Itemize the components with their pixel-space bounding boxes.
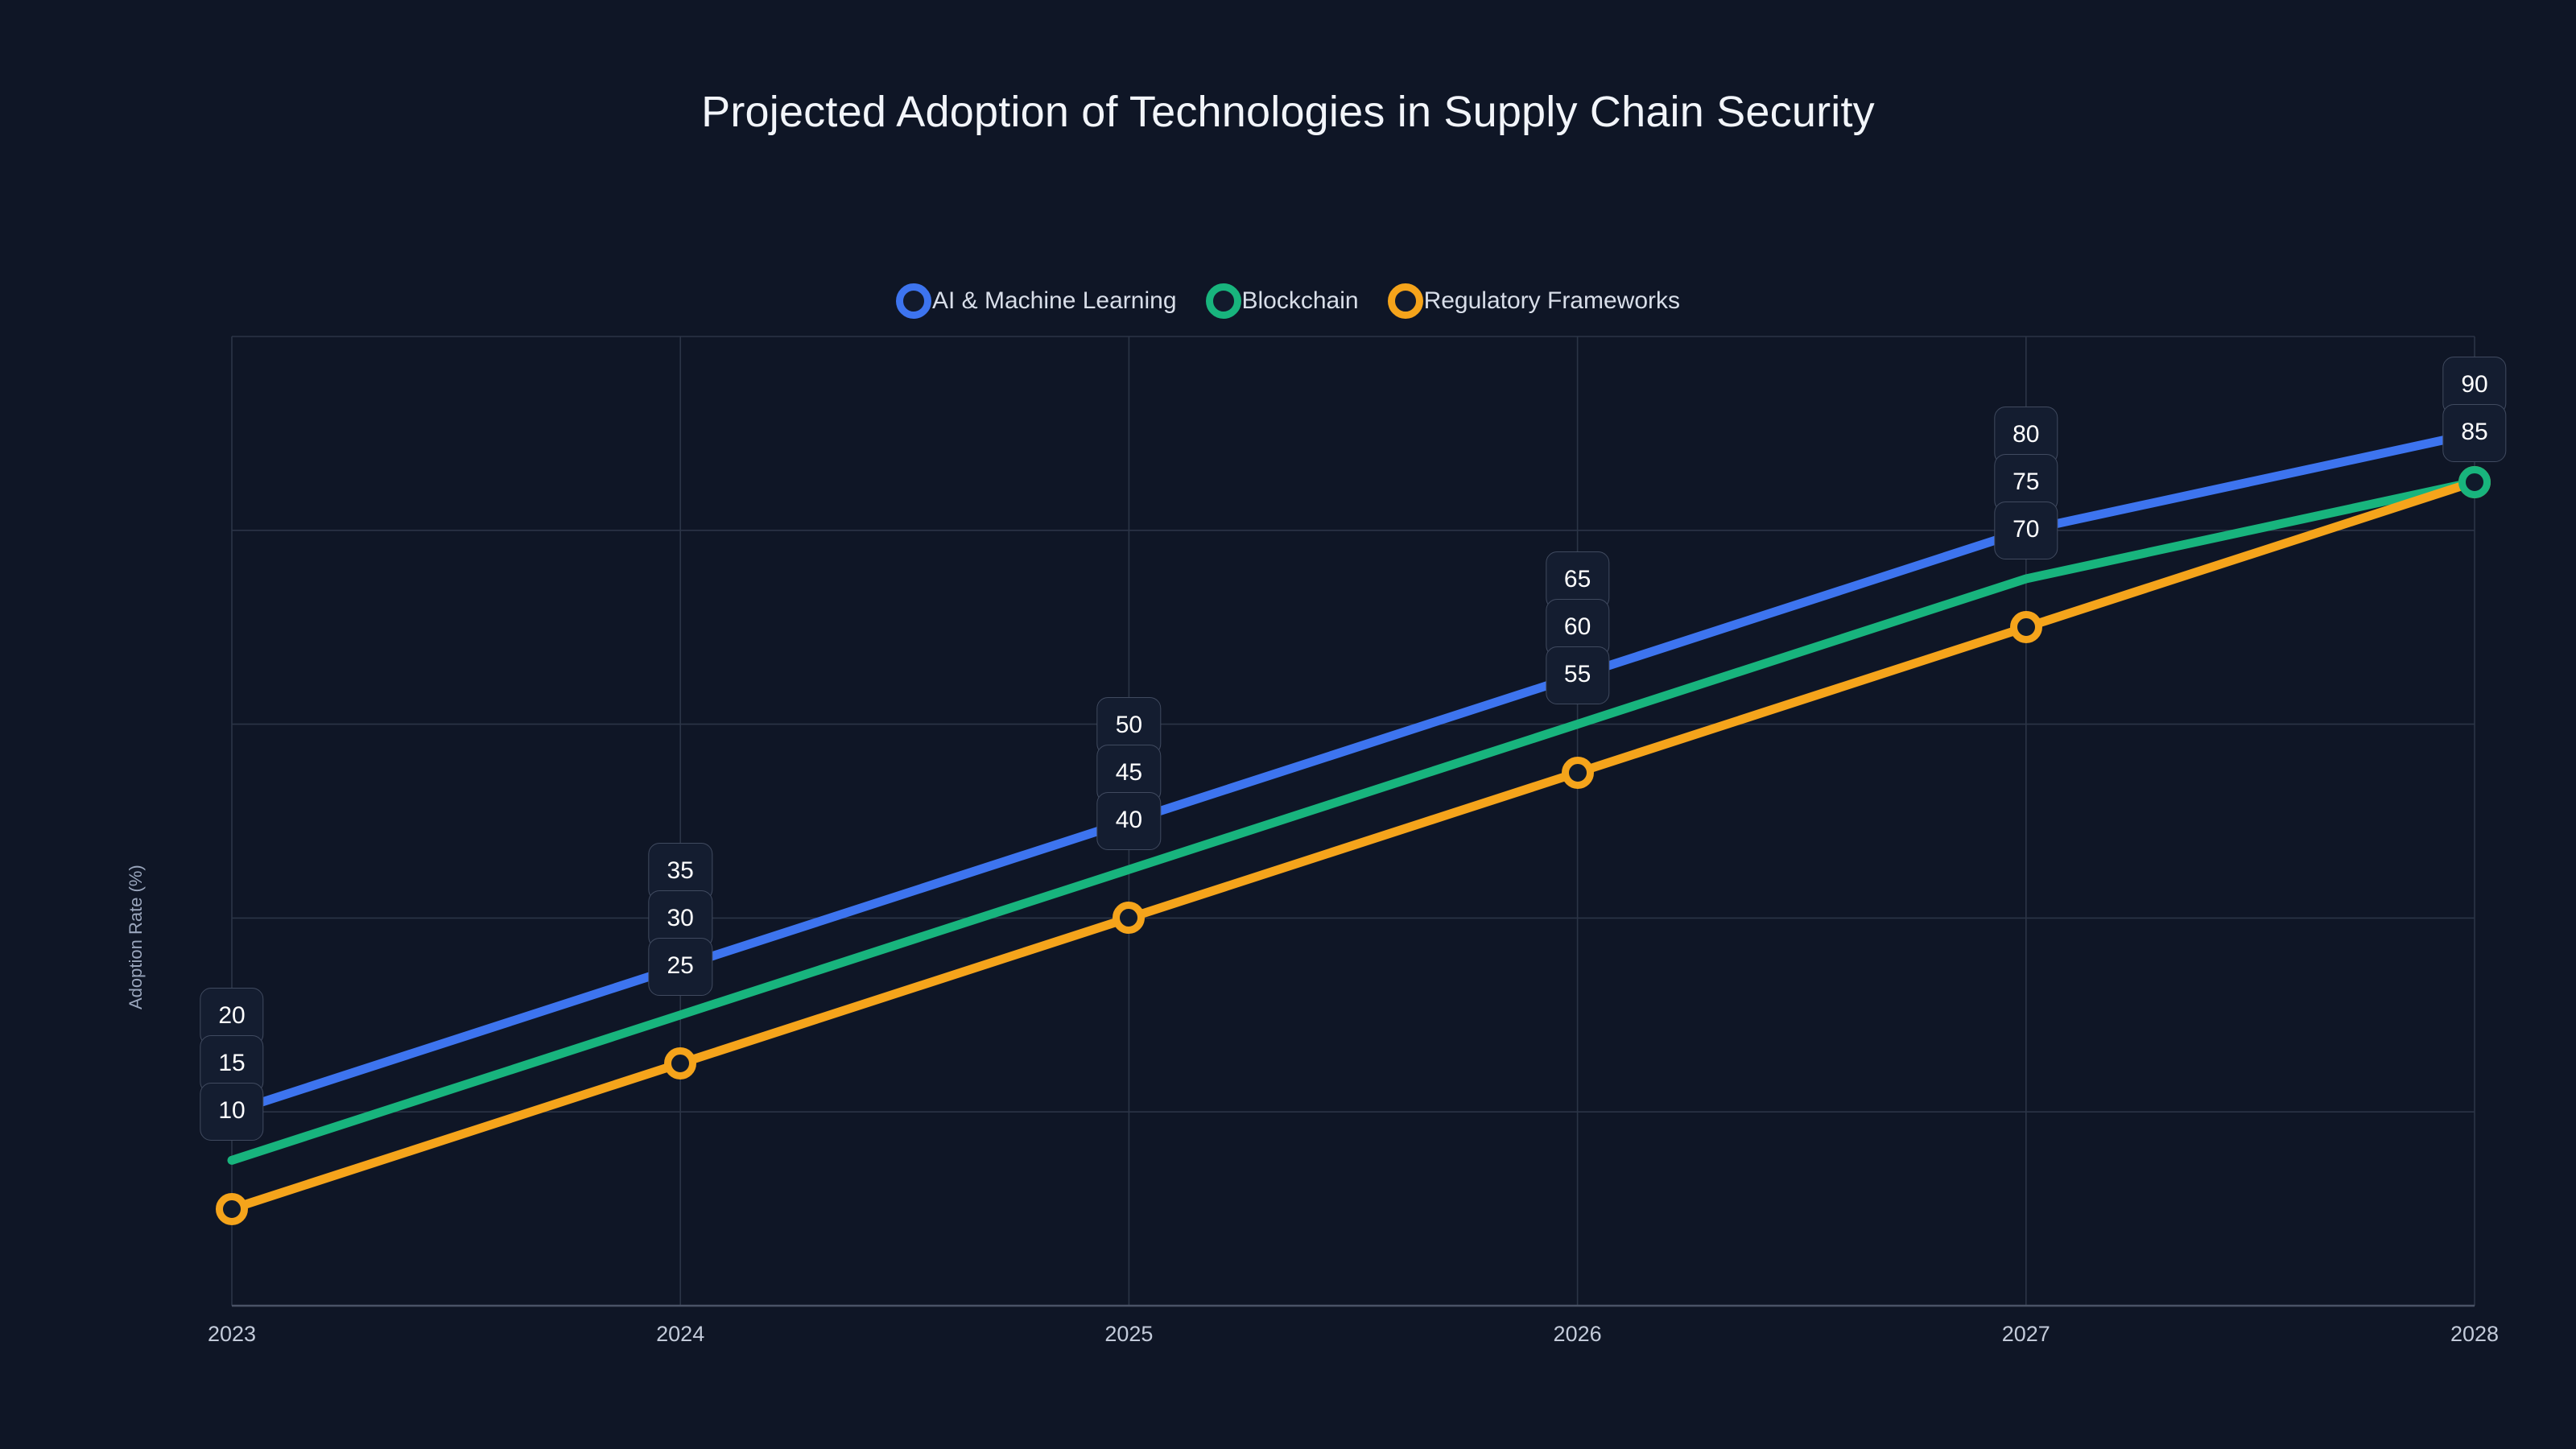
data-label: 25 — [648, 937, 712, 996]
x-tick-label: 2024 — [656, 1322, 705, 1346]
hollow-circle-marker — [895, 283, 931, 319]
data-point-marker[interactable] — [2009, 611, 2042, 644]
chart-title: Projected Adoption of Technologies in Su… — [701, 88, 1875, 136]
x-tick-label: 2025 — [1104, 1322, 1154, 1346]
data-label: 40 — [1096, 792, 1162, 850]
legend-item[interactable]: Blockchain — [1205, 283, 1359, 319]
hollow-circle-marker — [1205, 283, 1241, 319]
x-tick-label: 2028 — [2450, 1322, 2500, 1346]
series-line[interactable] — [227, 477, 2479, 1165]
series-line[interactable] — [227, 428, 2479, 1117]
data-label: 10 — [200, 1083, 264, 1141]
x-tick-label: 2026 — [1553, 1322, 1602, 1346]
data-point-marker[interactable] — [1113, 902, 1146, 935]
data-label: 70 — [1994, 501, 2058, 559]
x-tick-label: 2027 — [2001, 1322, 2050, 1346]
legend-item[interactable]: AI & Machine Learning — [895, 283, 1177, 319]
x-tick-label: 2023 — [207, 1322, 257, 1346]
legend-label: Regulatory Frameworks — [1423, 287, 1681, 314]
series-line[interactable] — [227, 477, 2479, 1214]
hollow-circle-marker — [1387, 283, 1423, 319]
plot-svg — [227, 336, 2479, 1307]
data-label: 85 — [2442, 404, 2507, 463]
chart-legend: AI & Machine Learning Blockchain Regulator… — [0, 283, 2576, 319]
y-axis-title: Adoption Rate (%) — [126, 865, 146, 1009]
data-point-marker[interactable] — [216, 1192, 248, 1225]
plot-area: Adoption Rate (%) 020406080100 202320242… — [126, 336, 2507, 1346]
legend-label: Blockchain — [1241, 287, 1359, 314]
data-point-marker[interactable] — [2458, 465, 2491, 498]
data-label: 55 — [1545, 646, 1610, 705]
data-point-marker[interactable] — [1561, 756, 1594, 789]
legend-label: AI & Machine Learning — [931, 287, 1177, 314]
data-point-marker[interactable] — [664, 1047, 697, 1080]
legend-item[interactable]: Regulatory Frameworks — [1387, 283, 1681, 319]
